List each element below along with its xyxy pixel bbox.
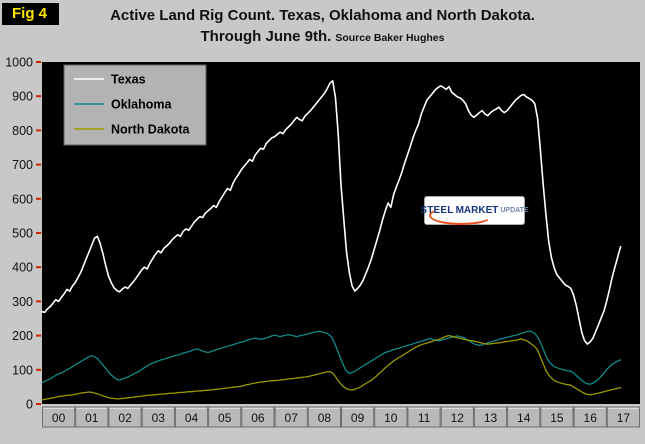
x-axis-label: 12: [451, 411, 465, 425]
x-axis-cell: [42, 406, 76, 428]
y-axis-label: 500: [12, 227, 33, 241]
series-line-texas: [41, 79, 622, 345]
x-axis-cell: [473, 406, 508, 428]
x-axis-cell: [507, 406, 541, 428]
legend-label-north-dakota: North Dakota: [111, 123, 191, 137]
x-axis-cell: [407, 406, 441, 428]
series-line-oklahoma: [41, 330, 622, 385]
y-axis-label: 900: [12, 90, 33, 104]
x-axis-label: 14: [517, 411, 531, 425]
x-axis-label: 02: [118, 411, 132, 425]
y-axis-label: 600: [12, 192, 33, 206]
x-axis-cell: [108, 406, 142, 428]
x-axis-label: 01: [85, 411, 99, 425]
rig-count-line-chart: 0 100 200 300 400 500 600 700 800 900 1000 00 01 02 03…: [5, 56, 640, 428]
x-axis-cell: [374, 406, 408, 428]
x-axis-label: 03: [152, 411, 166, 425]
x-axis-label: 08: [318, 411, 332, 425]
x-axis-cell: [540, 406, 574, 428]
logo-word-steel: STEEL: [420, 205, 454, 216]
x-axis-cell: [307, 406, 341, 428]
x-axis-label: 17: [617, 411, 631, 425]
x-axis-label: 00: [52, 411, 66, 425]
y-axis-label: 800: [12, 124, 33, 138]
x-axis-cell: [75, 406, 109, 428]
x-axis-cell: [141, 406, 175, 428]
chart-source-label: Source Baker Hughes: [335, 32, 445, 44]
x-axis-cell: [274, 406, 308, 428]
figure-number-label: Fig 4: [2, 3, 60, 25]
y-axis-label: 400: [12, 261, 33, 275]
x-axis-cell: [573, 406, 607, 428]
logo-word-update: UPDATE: [500, 207, 529, 214]
x-axis-cell: [174, 406, 209, 428]
x-axis-cell: [208, 406, 242, 428]
y-axis-label: 1000: [5, 56, 33, 70]
x-axis-label: 10: [384, 411, 398, 425]
logo-word-market: MARKET: [455, 205, 499, 216]
x-axis-label: 13: [484, 411, 498, 425]
x-axis-cell: [241, 406, 275, 428]
x-axis-cell: [606, 406, 640, 428]
x-axis-label: 16: [584, 411, 598, 425]
x-axis-label: 05: [218, 411, 232, 425]
y-axis-label: 200: [12, 329, 33, 343]
legend-label-oklahoma: Oklahoma: [111, 98, 172, 112]
x-axis-cell: [341, 406, 375, 428]
x-axis-label: 04: [185, 411, 199, 425]
x-axis-label: 09: [351, 411, 365, 425]
x-axis-label: 06: [251, 411, 265, 425]
y-axis-label: 700: [12, 158, 33, 172]
x-axis-cell: [440, 406, 474, 428]
legend-label-texas: Texas: [111, 73, 146, 87]
x-axis-label: 11: [418, 411, 431, 425]
x-axis-label: 15: [550, 411, 564, 425]
y-axis-label: 300: [12, 295, 33, 309]
steel-market-update-logo: STEEL MARKET UPDATE: [420, 196, 529, 225]
chart-subtitle-main: Through June 9th.: [200, 28, 332, 45]
chart-subtitle: Through June 9th. Source Baker Hughes: [0, 28, 645, 45]
series-line-north-dakota: [41, 334, 622, 401]
y-axis-label: 0: [26, 398, 33, 412]
y-axis-label: 100: [12, 363, 33, 377]
x-axis-label: 07: [285, 411, 299, 425]
chart-title: Active Land Rig Count. Texas, Oklahoma a…: [110, 7, 535, 24]
